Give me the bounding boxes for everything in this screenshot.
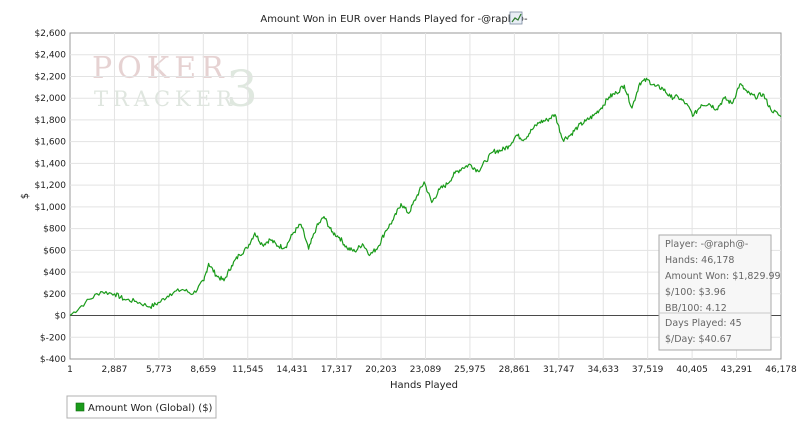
x-tick-label: 8,659 <box>190 365 216 375</box>
x-tick-label: 25,975 <box>454 365 486 375</box>
y-tick-label: $600 <box>43 246 66 256</box>
logo-poker-text: POKER <box>92 51 229 86</box>
y-tick-label: $1,800 <box>35 116 67 126</box>
x-tick-label: 14,431 <box>276 365 308 375</box>
y-tick-label: $2,200 <box>35 72 67 82</box>
x-tick-label: 28,861 <box>499 365 531 375</box>
x-tick-label: 11,545 <box>232 365 264 375</box>
stats-amount-won: Amount Won: $1,829.99 <box>665 271 781 282</box>
chart-title: Amount Won in EUR over Hands Played for … <box>260 14 528 25</box>
y-tick-label: $200 <box>43 290 66 300</box>
chart-icon <box>509 11 523 25</box>
x-tick-label: 40,405 <box>676 365 708 375</box>
legend-swatch <box>75 402 85 412</box>
stats-hands: Hands: 46,178 <box>665 255 734 266</box>
stats-player: Player: -@raph@- <box>665 239 748 250</box>
y-tick-label: $1,600 <box>35 138 67 148</box>
poker-tracker-logo: POKER TRACKER 3 <box>92 51 258 118</box>
x-tick-label: 17,317 <box>321 365 353 375</box>
y-axis-ticks: $2,600 $2,400 $2,200 $2,000 $1,800 $1,600 $1,4… <box>35 29 67 365</box>
y-tick-label: $2,600 <box>35 29 67 39</box>
y-tick-label: $1,200 <box>35 181 67 191</box>
y-axis-title: $ <box>20 193 31 199</box>
x-tick-label: 20,203 <box>365 365 397 375</box>
stats-per-100: $/100: $3.96 <box>665 287 726 298</box>
x-tick-label: 23,089 <box>410 365 442 375</box>
y-tick-label: $2,000 <box>35 94 67 104</box>
y-tick-label: $1,000 <box>35 203 67 213</box>
stats-box: Player: -@raph@- Hands: 46,178 Amount Wo… <box>658 234 781 351</box>
y-tick-label: $0 <box>55 312 67 322</box>
y-tick-label: $-400 <box>40 355 66 365</box>
x-tick-label: 31,747 <box>543 365 575 375</box>
logo-tracker-text: TRACKER <box>94 87 237 111</box>
x-tick-label: 1 <box>67 365 73 375</box>
x-tick-label: 37,519 <box>632 365 664 375</box>
y-tick-label: $1,400 <box>35 159 67 169</box>
y-tick-label: $400 <box>43 268 66 278</box>
x-axis-title: Hands Played <box>390 380 458 391</box>
x-tick-label: 2,887 <box>102 365 128 375</box>
y-tick-label: $2,400 <box>35 51 67 61</box>
x-tick-label: 46,178 <box>765 365 797 375</box>
x-tick-label: 34,633 <box>587 365 619 375</box>
series-line <box>69 77 782 316</box>
stats-per-day: $/Day: $40.67 <box>665 334 732 345</box>
logo-3-mark: 3 <box>226 60 258 118</box>
stats-bb-100: BB/100: 4.12 <box>665 303 727 314</box>
series-layer <box>69 77 782 316</box>
x-tick-label: 5,773 <box>146 365 172 375</box>
x-axis-ticks: 1 2,887 5,773 8,659 11,545 14,431 17,317 20,203… <box>67 365 797 375</box>
y-tick-label: $-200 <box>40 333 66 343</box>
stats-days-played: Days Played: 45 <box>665 318 742 329</box>
x-tick-label: 43,291 <box>721 365 753 375</box>
y-tick-label: $800 <box>43 225 66 235</box>
legend: Amount Won (Global) ($) <box>66 395 217 419</box>
x-gridlines <box>113 33 738 359</box>
legend-label: Amount Won (Global) ($) <box>88 403 213 414</box>
